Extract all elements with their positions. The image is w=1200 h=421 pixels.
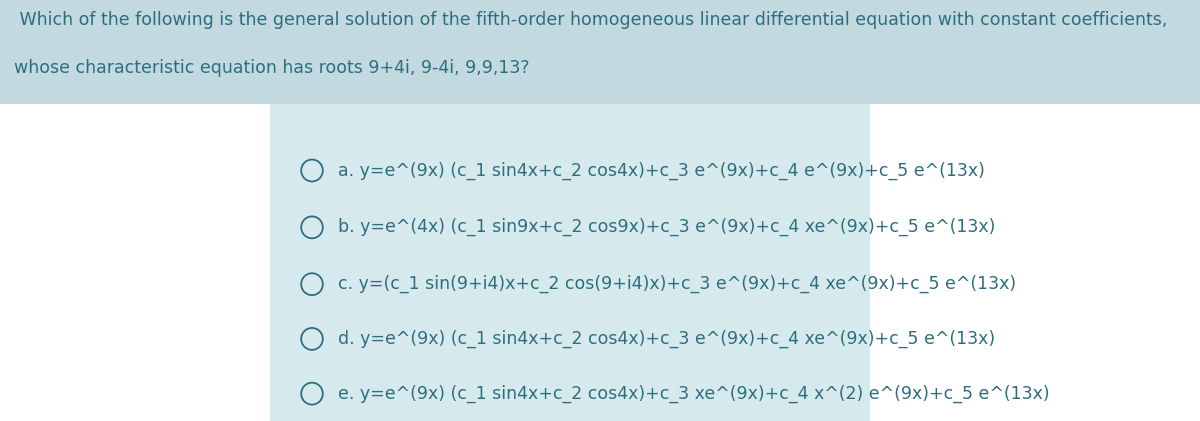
Text: a. y=e^(9x) (c_1 sin4x+c_2 cos4x)+c_3 e^(9x)+c_4 e^(9x)+c_5 e^(13x): a. y=e^(9x) (c_1 sin4x+c_2 cos4x)+c_3 e^… bbox=[338, 161, 985, 180]
FancyBboxPatch shape bbox=[0, 0, 1200, 104]
Text: d. y=e^(9x) (c_1 sin4x+c_2 cos4x)+c_3 e^(9x)+c_4 xe^(9x)+c_5 e^(13x): d. y=e^(9x) (c_1 sin4x+c_2 cos4x)+c_3 e^… bbox=[338, 330, 996, 348]
Text: e. y=e^(9x) (c_1 sin4x+c_2 cos4x)+c_3 xe^(9x)+c_4 x^(2) e^(9x)+c_5 e^(13x): e. y=e^(9x) (c_1 sin4x+c_2 cos4x)+c_3 xe… bbox=[338, 384, 1050, 403]
Text: b. y=e^(4x) (c_1 sin9x+c_2 cos9x)+c_3 e^(9x)+c_4 xe^(9x)+c_5 e^(13x): b. y=e^(4x) (c_1 sin9x+c_2 cos9x)+c_3 e^… bbox=[338, 218, 996, 237]
Text: Which of the following is the general solution of the fifth-order homogeneous li: Which of the following is the general so… bbox=[14, 11, 1168, 29]
Text: c. y=(c_1 sin(9+i4)x+c_2 cos(9+i4)x)+c_3 e^(9x)+c_4 xe^(9x)+c_5 e^(13x): c. y=(c_1 sin(9+i4)x+c_2 cos(9+i4)x)+c_3… bbox=[338, 275, 1016, 293]
FancyBboxPatch shape bbox=[270, 104, 870, 421]
Text: whose characteristic equation has roots 9+4i, 9-4i, 9,9,13?: whose characteristic equation has roots … bbox=[14, 59, 530, 77]
